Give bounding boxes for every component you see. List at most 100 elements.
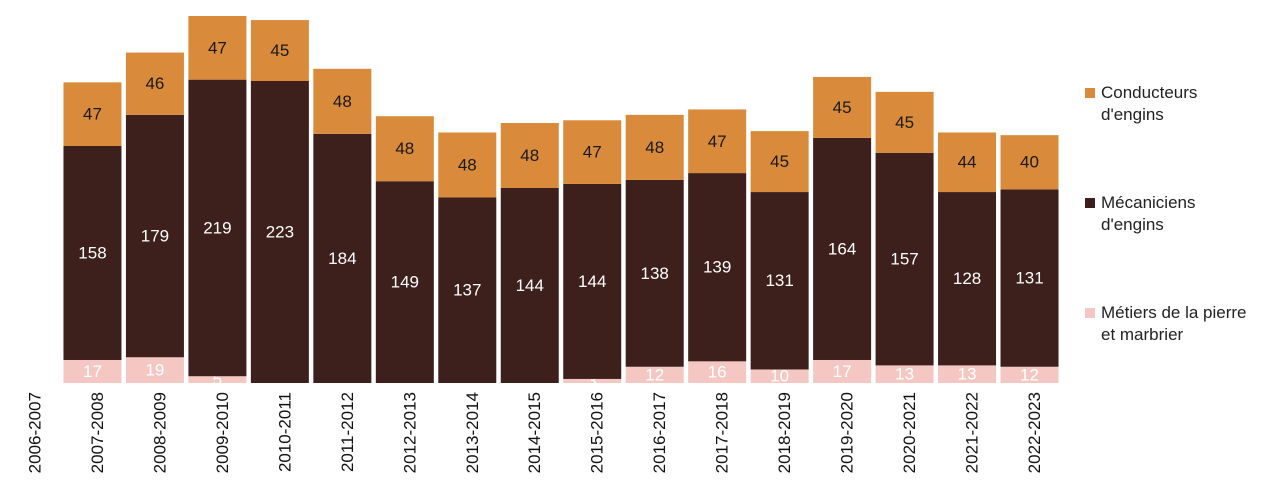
bar-segment xyxy=(250,20,309,82)
data-label: 48 xyxy=(333,92,352,111)
x-tick-label: 2006-2007 xyxy=(25,392,44,473)
legend-item: Mécaniciens d'engins xyxy=(1085,192,1261,236)
data-label: 128 xyxy=(953,269,981,288)
x-tick-label: 2013-2014 xyxy=(463,392,482,473)
data-label: 13 xyxy=(958,365,977,384)
bar-segment xyxy=(375,181,434,383)
data-label: 131 xyxy=(1015,269,1043,288)
legend-swatch xyxy=(1085,88,1095,98)
bar-segment xyxy=(188,79,247,377)
data-label: 149 xyxy=(391,273,419,292)
x-tick-label: 2017-2018 xyxy=(713,392,732,473)
data-label: 184 xyxy=(328,249,356,268)
data-label: 48 xyxy=(520,146,539,165)
x-tick-label: 2014-2015 xyxy=(525,392,544,473)
bar-segment xyxy=(250,81,309,383)
data-label: 47 xyxy=(583,143,602,162)
bar-segment xyxy=(813,76,872,138)
data-label: 47 xyxy=(208,38,227,57)
legend-label: Métiers de la pierre et marbrier xyxy=(1101,303,1247,344)
data-label: 13 xyxy=(895,365,914,384)
bar-segment xyxy=(125,114,184,358)
bar-segment xyxy=(125,52,184,115)
x-tick-label: 2008-2009 xyxy=(150,392,169,473)
data-label: 12 xyxy=(1020,365,1039,384)
bar-segment xyxy=(688,173,747,362)
data-label: 16 xyxy=(708,363,727,382)
bar-segment xyxy=(563,378,622,383)
data-label: 139 xyxy=(703,258,731,277)
data-label: 48 xyxy=(395,139,414,158)
data-label: 45 xyxy=(270,41,289,60)
bar-segment xyxy=(63,82,122,147)
data-label: 179 xyxy=(141,227,169,246)
bar-segment xyxy=(938,192,997,366)
bar-segment xyxy=(875,91,934,153)
data-label: 44 xyxy=(958,153,977,172)
data-label: 19 xyxy=(145,361,164,380)
x-tick-label: 2019-2020 xyxy=(838,392,857,473)
bar-segment xyxy=(625,366,684,383)
legend-swatch xyxy=(1085,198,1095,208)
data-label: 3 xyxy=(587,371,596,390)
bar-segment xyxy=(313,133,372,383)
data-label: 47 xyxy=(83,105,102,124)
x-tick-label: 2016-2017 xyxy=(650,392,669,473)
bar-segment xyxy=(625,179,684,367)
x-tick-label: 2020-2021 xyxy=(900,392,919,473)
bar-segment xyxy=(688,361,747,383)
data-label: 5 xyxy=(213,370,222,389)
legend-label: Mécaniciens d'engins xyxy=(1101,193,1196,234)
bar-segment xyxy=(563,120,622,184)
x-tick-label: 2022-2023 xyxy=(1025,392,1044,473)
bar-segment xyxy=(438,197,497,383)
data-label: 40 xyxy=(1020,153,1039,172)
bar-segment xyxy=(1000,135,1059,190)
data-label: 131 xyxy=(765,271,793,290)
bar-segment xyxy=(875,152,934,366)
data-label: 17 xyxy=(833,362,852,381)
bar-segment xyxy=(875,365,934,383)
legend-item: Conducteurs d'engins xyxy=(1085,82,1261,126)
data-label: 17 xyxy=(83,362,102,381)
data-label: 45 xyxy=(770,152,789,171)
bar-segment xyxy=(188,376,247,383)
bar-segment xyxy=(938,132,997,193)
bar-segment xyxy=(938,365,997,383)
data-label: 47 xyxy=(708,132,727,151)
x-tick-label: 2009-2010 xyxy=(213,392,232,473)
data-label: 46 xyxy=(145,74,164,93)
x-tick-label: 2018-2019 xyxy=(775,392,794,473)
data-label: 48 xyxy=(645,138,664,157)
data-label: 12 xyxy=(645,365,664,384)
bar-segment xyxy=(563,183,622,379)
bar-segment xyxy=(813,359,872,383)
data-label: 138 xyxy=(641,264,669,283)
data-label: 164 xyxy=(828,239,856,258)
bar-segment xyxy=(188,16,247,80)
bar-segment xyxy=(688,109,747,174)
data-label: 219 xyxy=(203,218,231,237)
data-label: 137 xyxy=(453,281,481,300)
x-tick-label: 2007-2008 xyxy=(88,392,107,473)
data-label: 223 xyxy=(266,222,294,241)
x-tick-label: 2012-2013 xyxy=(400,392,419,473)
legend-swatch xyxy=(1085,308,1095,318)
bar-segment xyxy=(313,68,372,134)
bar-segment xyxy=(625,114,684,180)
x-tick-label: 2011-2012 xyxy=(338,392,357,472)
bar-segment xyxy=(500,122,559,188)
data-label: 157 xyxy=(890,250,918,269)
bar-segment xyxy=(125,357,184,383)
bar-segment xyxy=(375,116,434,182)
data-label: 45 xyxy=(895,113,914,132)
data-label: 158 xyxy=(78,243,106,262)
bar-segment xyxy=(1000,189,1059,367)
legend-label: Conducteurs d'engins xyxy=(1101,83,1198,124)
data-label: 144 xyxy=(578,272,606,291)
bar-segment xyxy=(63,359,122,383)
x-tick-label: 2021-2022 xyxy=(963,392,982,473)
bar-segment xyxy=(500,187,559,383)
